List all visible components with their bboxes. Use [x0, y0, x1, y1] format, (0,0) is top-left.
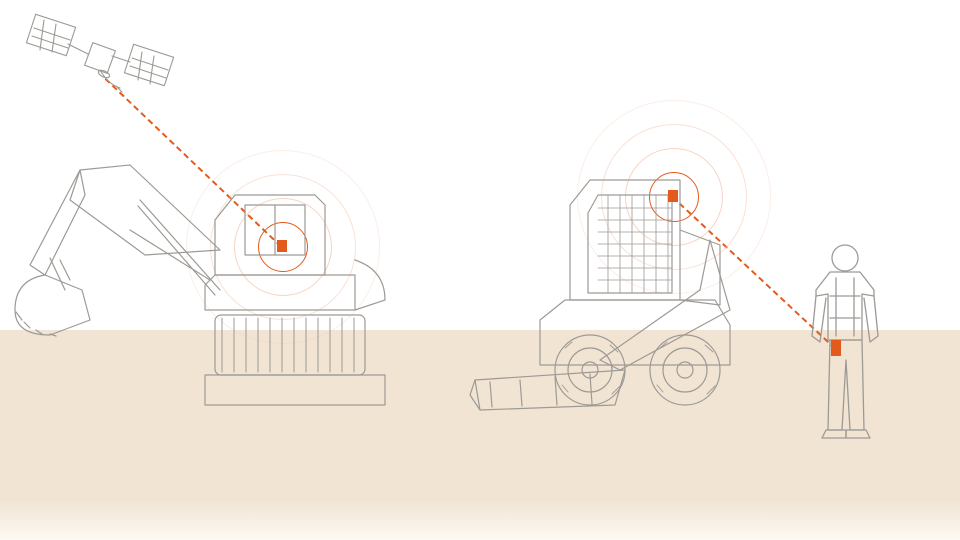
worker-device: [831, 340, 841, 356]
excavator-beacon: [277, 240, 287, 252]
loader-beacon: [668, 190, 678, 202]
excavator-icon: [10, 140, 440, 440]
ground-fade: [0, 500, 960, 540]
worker-icon: [800, 240, 890, 450]
skid-loader-icon: [470, 170, 770, 430]
diagram-stage: { "type": "infographic", "canvas": { "wi…: [0, 0, 960, 540]
satellite-icon: [30, 6, 170, 116]
